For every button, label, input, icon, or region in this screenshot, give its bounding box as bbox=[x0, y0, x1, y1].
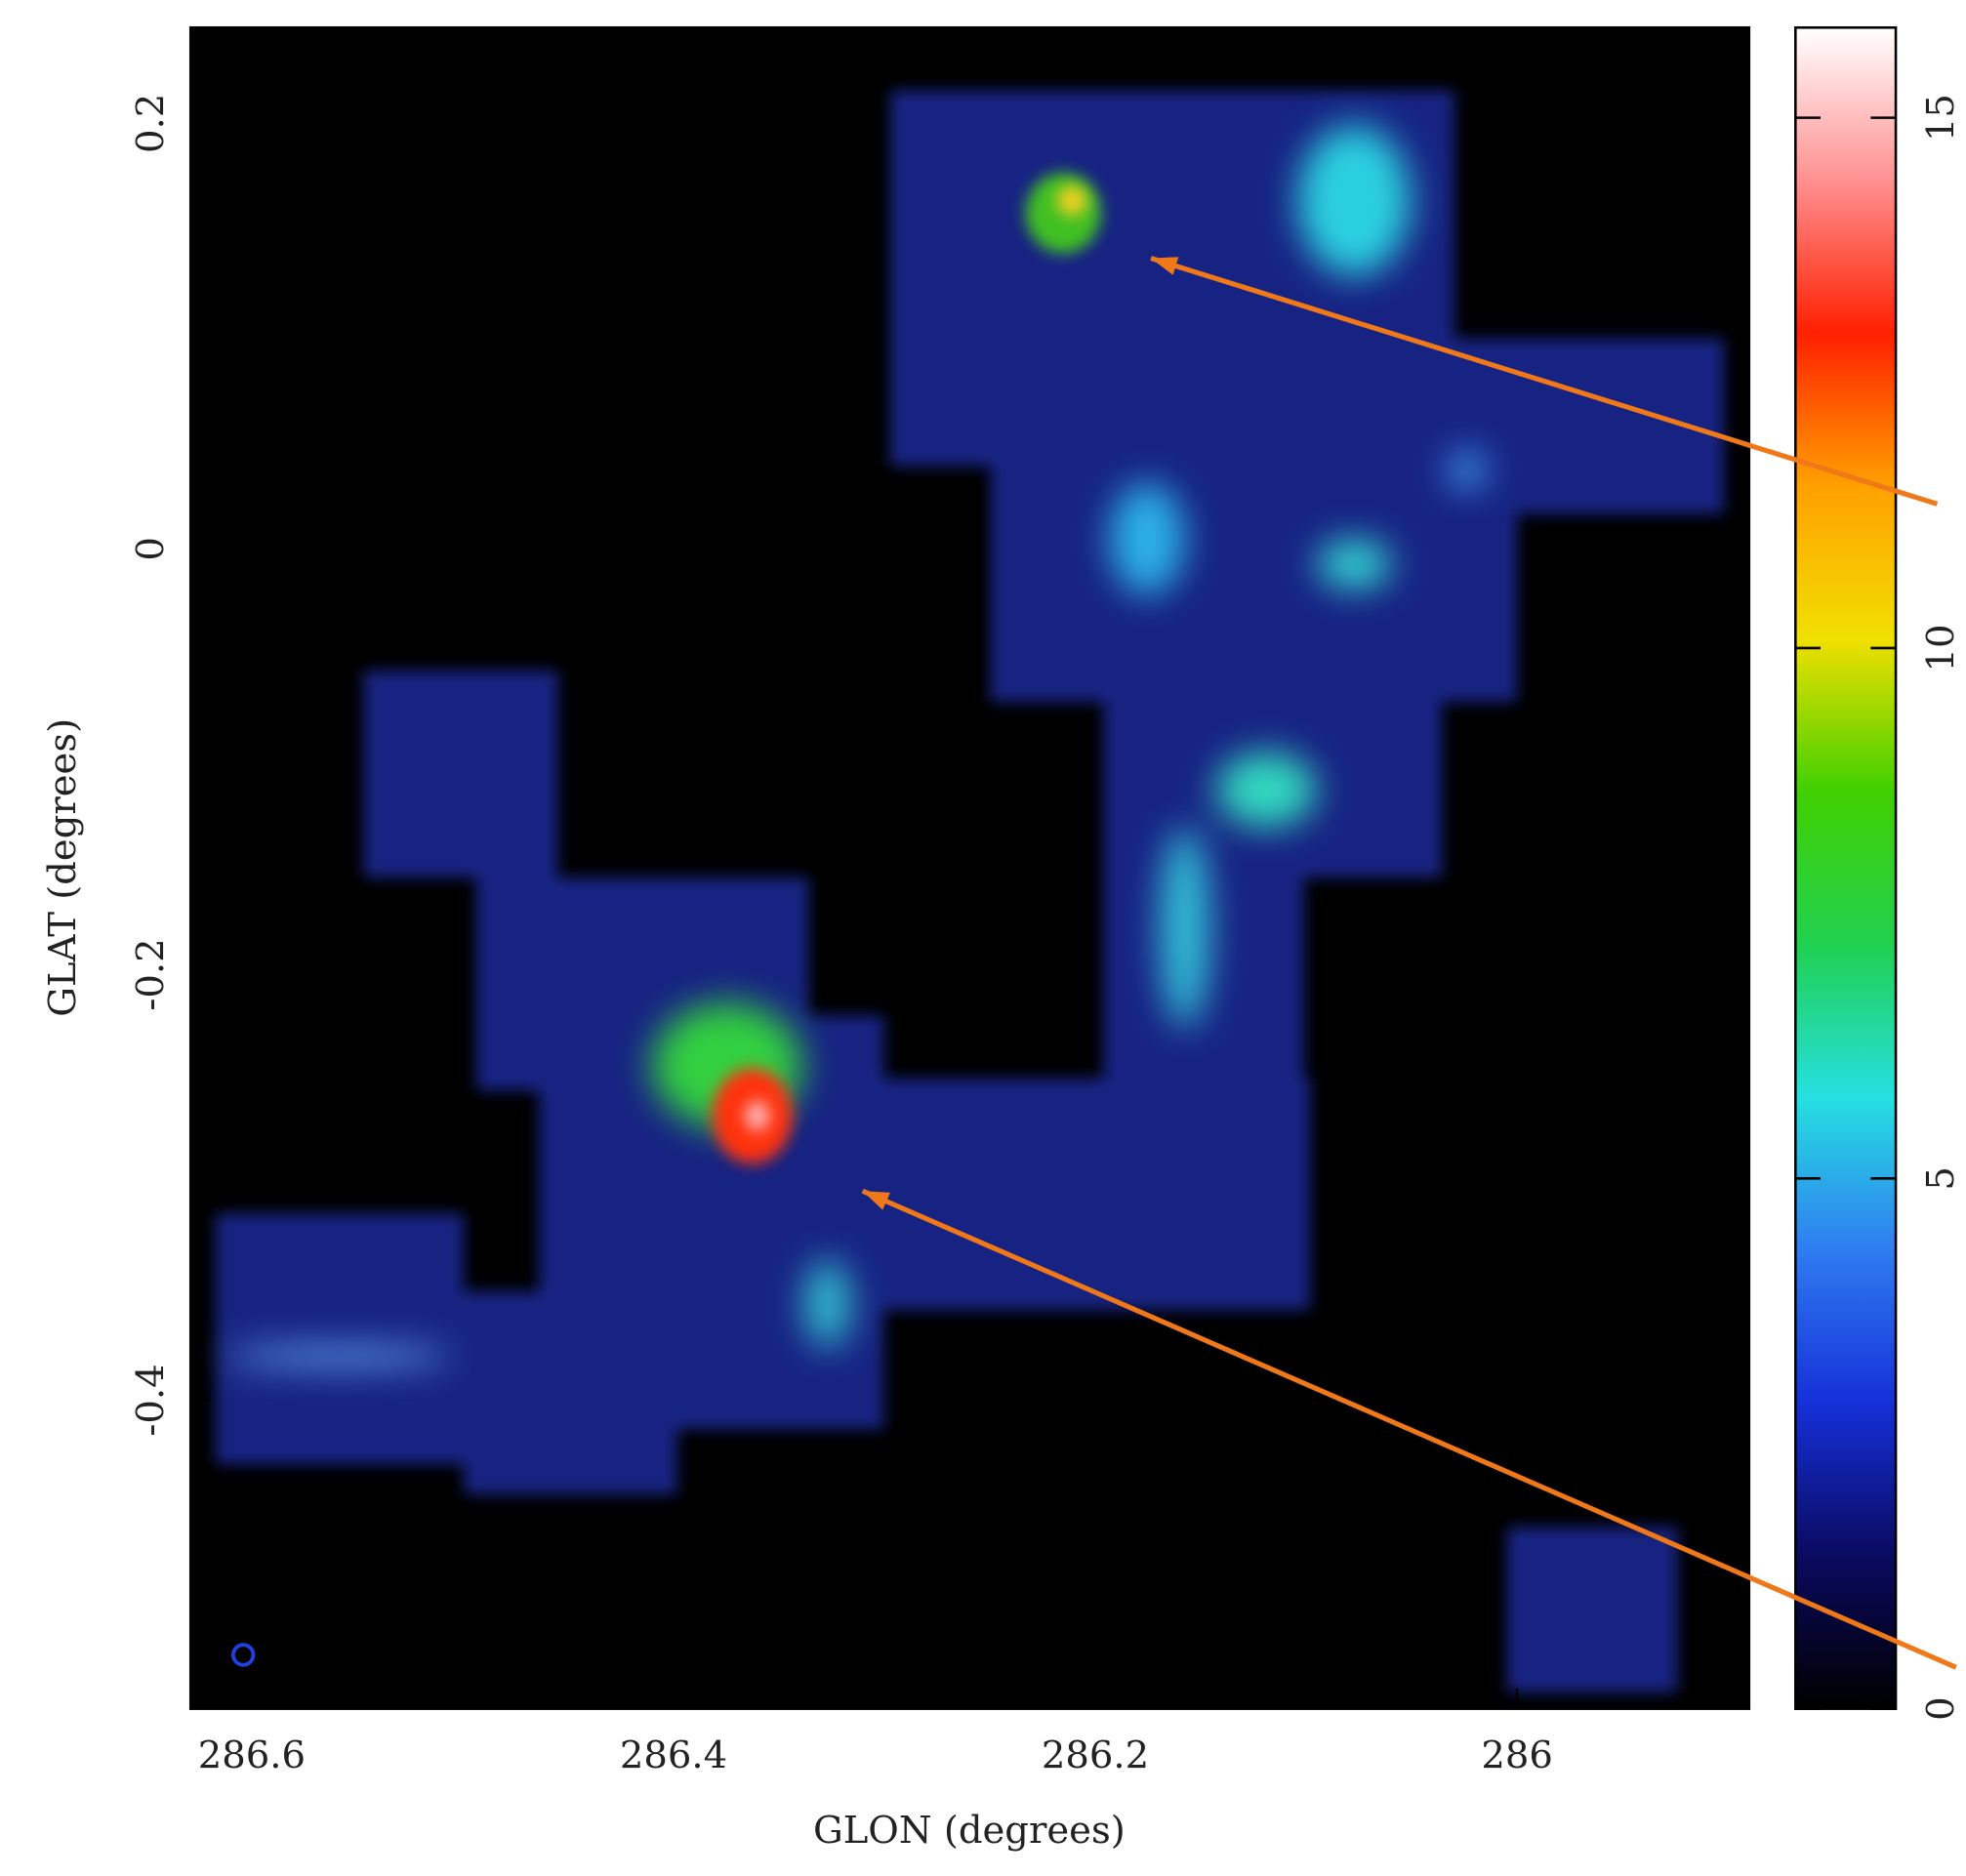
y-tick-label: -0.2 bbox=[129, 938, 173, 1010]
y-tick-label: -0.4 bbox=[129, 1364, 173, 1436]
figure: GLON (degrees) GLAT (degrees) 286.6 286.4… bbox=[0, 0, 1966, 1876]
x-tick-label: 286.4 bbox=[620, 1733, 727, 1777]
colorbar-tick-label: 15 bbox=[1919, 94, 1963, 142]
y-tick-label: 0.2 bbox=[129, 94, 173, 153]
x-axis-label: GLON (degrees) bbox=[813, 1809, 1126, 1853]
colorbar bbox=[1795, 27, 1896, 1708]
y-axis-label: GLAT (degrees) bbox=[41, 718, 85, 1017]
colorbar-tick-label: 10 bbox=[1919, 624, 1963, 672]
x-tick-label: 286.6 bbox=[198, 1733, 306, 1777]
y-tick-label: 0 bbox=[129, 537, 173, 561]
colorbar-tick-label: 0 bbox=[1919, 1696, 1963, 1721]
x-tick-label: 286 bbox=[1481, 1733, 1553, 1777]
colorbar-tick-label: 5 bbox=[1919, 1166, 1963, 1191]
x-tick-label: 286.2 bbox=[1042, 1733, 1149, 1777]
